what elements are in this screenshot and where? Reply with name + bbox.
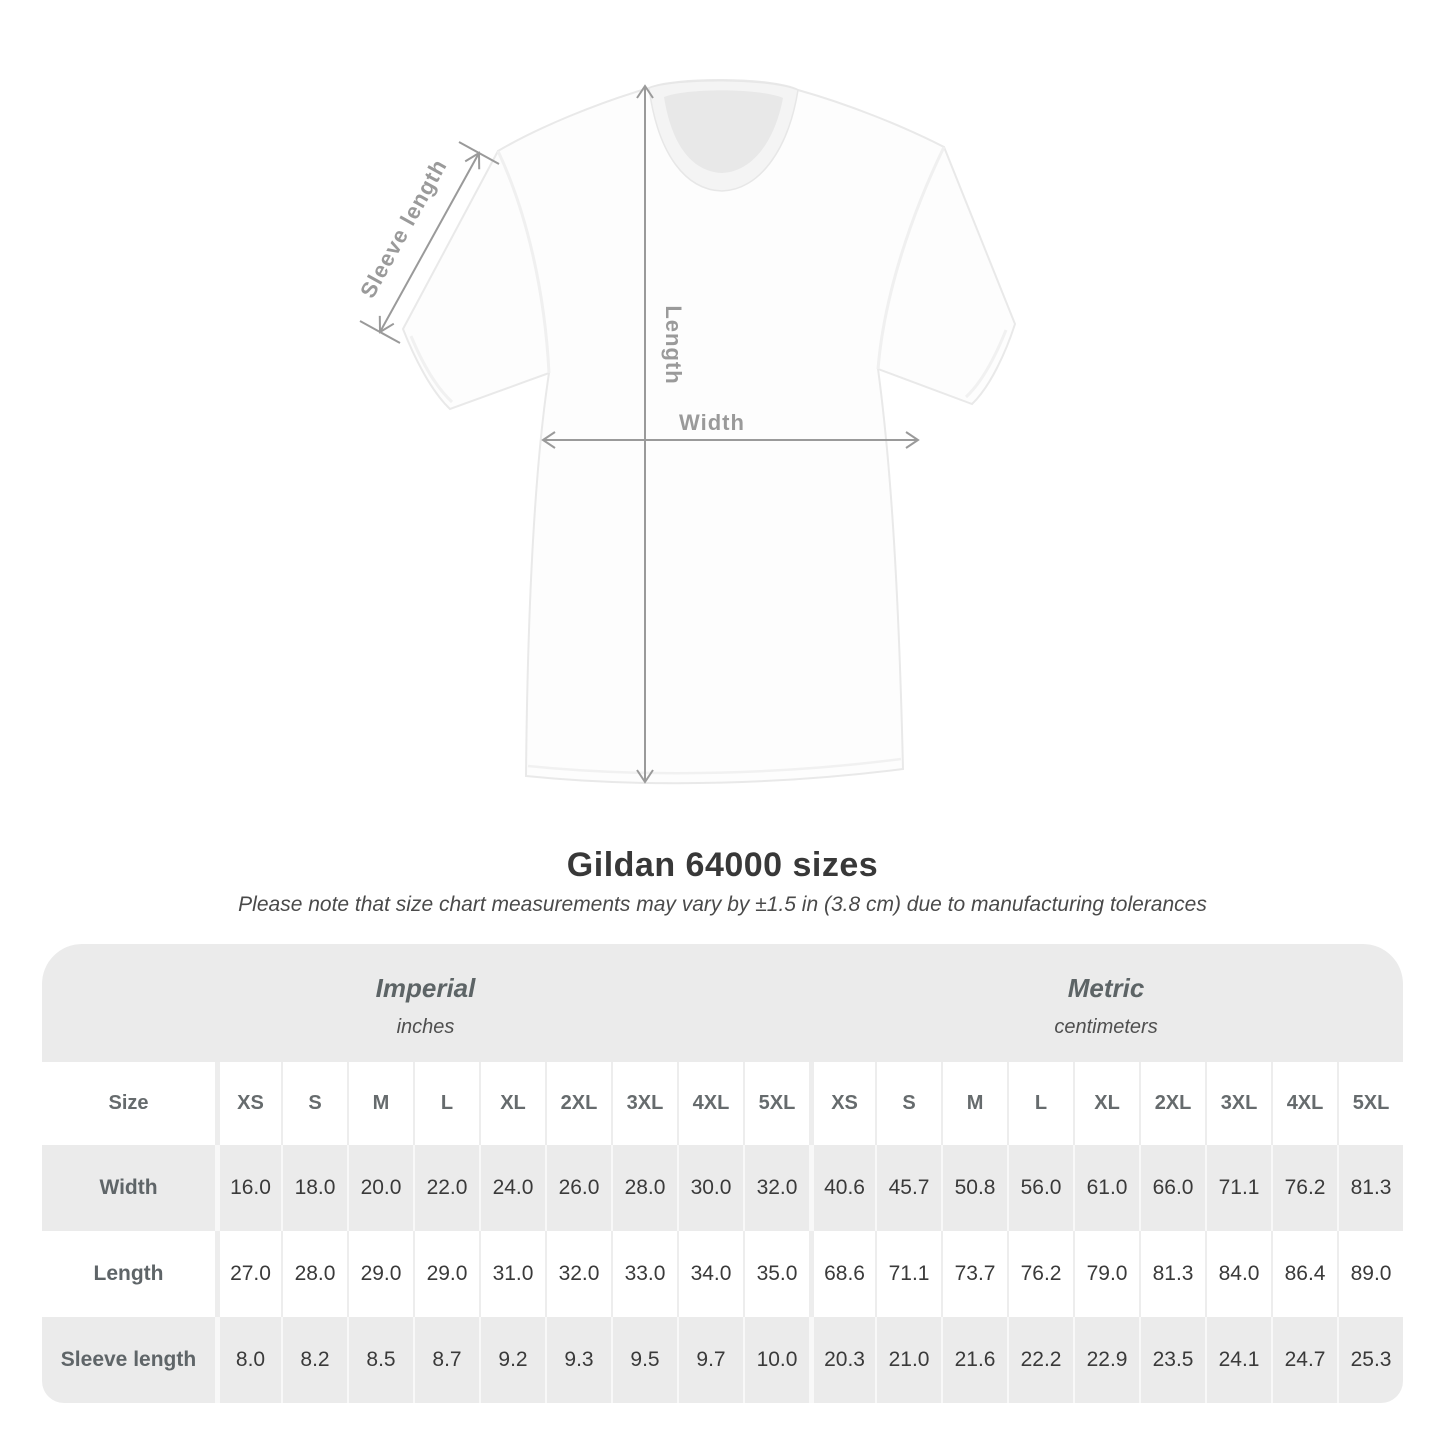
table-cell: 16.0 [215, 1145, 281, 1231]
table-cell: 35.0 [743, 1231, 810, 1317]
table-cell: 25.3 [1337, 1317, 1404, 1403]
table-cell: 9.3 [545, 1317, 611, 1403]
table-cell: 8.0 [215, 1317, 281, 1403]
table-cell: 45.7 [875, 1145, 942, 1231]
table-cell: 61.0 [1073, 1145, 1140, 1231]
table-cell: 71.1 [875, 1231, 942, 1317]
table-cell: 29.0 [413, 1231, 479, 1317]
table-cell: 8.5 [347, 1317, 413, 1403]
size-col-header-imperial-xl: XL [479, 1062, 545, 1145]
table-cell: 22.9 [1073, 1317, 1140, 1403]
size-col-header-imperial-2xl: 2XL [545, 1062, 611, 1145]
table-cell: 21.6 [941, 1317, 1008, 1403]
table-cell: 22.0 [413, 1145, 479, 1231]
row-label: Width [42, 1145, 215, 1231]
page-title: Gildan 64000 sizes [566, 846, 879, 884]
table-row: Length 27.0 28.0 29.0 29.0 31.0 32.0 33.0 34.0 35… [42, 1231, 1404, 1317]
table-cell: 68.6 [809, 1231, 876, 1317]
table-row: Sleeve length 8.0 8.2 8.5 8.7 9.2 9.3 9.5 9.7 10.… [42, 1317, 1404, 1403]
table-cell: 22.2 [1007, 1317, 1074, 1403]
table-cell: 33.0 [611, 1231, 677, 1317]
table-cell: 81.3 [1337, 1145, 1404, 1231]
table-cell: 56.0 [1007, 1145, 1074, 1231]
table-cell: 28.0 [611, 1145, 677, 1231]
table-cell: 66.0 [1139, 1145, 1206, 1231]
size-col-header-imperial-3xl: 3XL [611, 1062, 677, 1145]
table-cell: 23.5 [1139, 1317, 1206, 1403]
table-cell: 21.0 [875, 1317, 942, 1403]
table-cell: 81.3 [1139, 1231, 1206, 1317]
length-label: Length [661, 305, 686, 384]
table-cell: 34.0 [677, 1231, 743, 1317]
size-col-header-metric-xl: XL [1073, 1062, 1140, 1145]
table-cell: 9.5 [611, 1317, 677, 1403]
table-cell: 30.0 [677, 1145, 743, 1231]
table-cell: 9.7 [677, 1317, 743, 1403]
table-cell: 50.8 [941, 1145, 1008, 1231]
metric-group-label: Metric [1067, 973, 1145, 1003]
size-col-header-metric-2xl: 2XL [1139, 1062, 1206, 1145]
size-col-header-metric-5xl: 5XL [1337, 1062, 1404, 1145]
width-annotation: Width [541, 410, 920, 449]
table-cell: 20.0 [347, 1145, 413, 1231]
size-header-row: Size XS S M L XL 2XL 3XL 4XL 5XL XS S M L XL 2XL 3XL 4XL… [42, 1062, 1404, 1145]
table-cell: 71.1 [1205, 1145, 1272, 1231]
size-col-header-metric-s: S [875, 1062, 942, 1145]
table-cell: 18.0 [281, 1145, 347, 1231]
row-label: Sleeve length [42, 1317, 215, 1403]
group-header-imperial: Imperial inches [42, 944, 810, 1062]
size-col-header-imperial-l: L [413, 1062, 479, 1145]
size-col-header-metric-l: L [1007, 1062, 1074, 1145]
size-col-header-imperial-m: M [347, 1062, 413, 1145]
imperial-group-label: Imperial [375, 973, 476, 1003]
tshirt-measurement-diagram: Sleeve length Length Width [355, 78, 1017, 785]
size-col-header-metric-4xl: 4XL [1271, 1062, 1338, 1145]
table-cell: 76.2 [1271, 1145, 1338, 1231]
table-cell: 79.0 [1073, 1231, 1140, 1317]
table-cell: 32.0 [545, 1231, 611, 1317]
table-row: Width 16.0 18.0 20.0 22.0 24.0 26.0 28.0 30.0 32.… [42, 1145, 1404, 1231]
size-col-header-imperial-5xl: 5XL [743, 1062, 810, 1145]
size-chart-table: Imperial inches Metric centimeters Size … [42, 944, 1404, 1403]
group-header-metric: Metric centimeters [809, 944, 1404, 1062]
table-cell: 24.7 [1271, 1317, 1338, 1403]
width-label: Width [679, 410, 745, 435]
length-annotation: Length [636, 84, 686, 784]
table-cell: 10.0 [743, 1317, 810, 1403]
table-cell: 76.2 [1007, 1231, 1074, 1317]
imperial-group-sublabel: inches [396, 1016, 455, 1038]
table-cell: 73.7 [941, 1231, 1008, 1317]
table-cell: 8.2 [281, 1317, 347, 1403]
table-cell: 9.2 [479, 1317, 545, 1403]
table-cell: 24.1 [1205, 1317, 1272, 1403]
table-cell: 26.0 [545, 1145, 611, 1231]
table-cell: 27.0 [215, 1231, 281, 1317]
table-cell: 86.4 [1271, 1231, 1338, 1317]
size-col-header-imperial-4xl: 4XL [677, 1062, 743, 1145]
size-col-header-metric-m: M [941, 1062, 1008, 1145]
table-cell: 89.0 [1337, 1231, 1404, 1317]
size-chart-page: Sleeve length Length Width Gildan 64000 … [42, 78, 1404, 1403]
size-col-header-metric-3xl: 3XL [1205, 1062, 1272, 1145]
table-cell: 40.6 [809, 1145, 876, 1231]
size-col-header-metric-xs: XS [809, 1062, 876, 1145]
table-cell: 8.7 [413, 1317, 479, 1403]
page-subtitle: Please note that size chart measurements… [238, 893, 1207, 916]
size-col-header-imperial-xs: XS [215, 1062, 281, 1145]
tshirt-image [401, 78, 1017, 785]
table-cell: 84.0 [1205, 1231, 1272, 1317]
row-label: Length [42, 1231, 215, 1317]
table-cell: 24.0 [479, 1145, 545, 1231]
unit-group-header-row: Imperial inches Metric centimeters [42, 944, 1404, 1062]
table-cell: 20.3 [809, 1317, 876, 1403]
table-cell: 29.0 [347, 1231, 413, 1317]
metric-group-sublabel: centimeters [1054, 1016, 1158, 1038]
size-header-cell: Size [42, 1062, 215, 1145]
table-cell: 31.0 [479, 1231, 545, 1317]
size-col-header-imperial-s: S [281, 1062, 347, 1145]
table-cell: 28.0 [281, 1231, 347, 1317]
table-cell: 32.0 [743, 1145, 810, 1231]
